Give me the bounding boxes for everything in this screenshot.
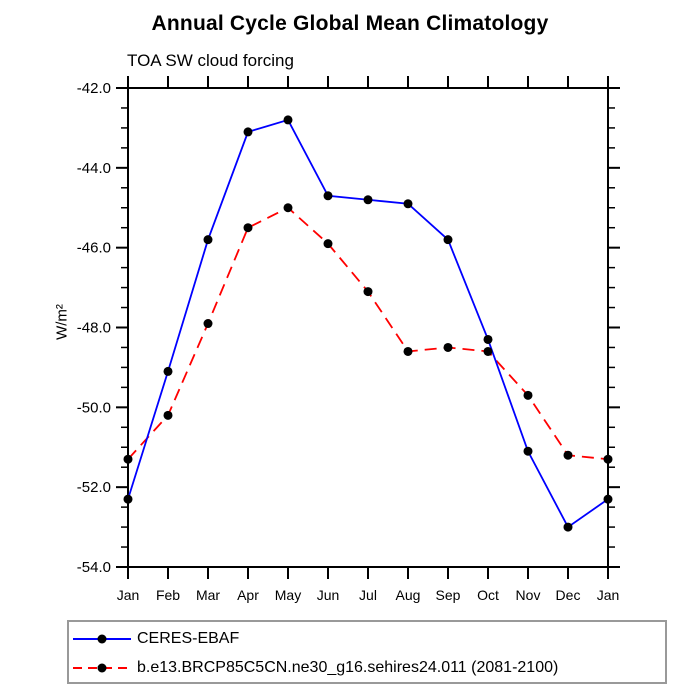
svg-text:Jul: Jul <box>359 587 377 603</box>
svg-text:Dec: Dec <box>556 587 581 603</box>
legend-entry-ceres: CERES-EBAF <box>69 624 665 653</box>
legend-line-sample-dashed <box>73 663 131 672</box>
legend-label-ceres: CERES-EBAF <box>137 629 240 647</box>
svg-text:Jan: Jan <box>597 587 620 603</box>
legend-line-sample-solid <box>73 634 131 643</box>
svg-text:-44.0: -44.0 <box>77 160 111 177</box>
chart-title: Annual Cycle Global Mean Climatology <box>151 12 549 35</box>
svg-text:Jan: Jan <box>117 587 140 603</box>
svg-text:-50.0: -50.0 <box>77 399 111 416</box>
svg-text:Sep: Sep <box>436 587 461 603</box>
plot-area: Jan Feb Mar Apr May Jun Jul Aug Sep Oct Nov Dec Jan-… <box>77 76 620 603</box>
svg-text:Nov: Nov <box>516 587 541 603</box>
legend-box: CERES-EBAF b.e13.BRCP85C5CN.ne30_g16.seh… <box>67 620 667 684</box>
legend-label-model: b.e13.BRCP85C5CN.ne30_g16.sehires24.011 … <box>137 658 559 676</box>
svg-text:Oct: Oct <box>477 587 499 603</box>
svg-text:Feb: Feb <box>156 587 180 603</box>
chart-subtitle: TOA SW cloud forcing <box>127 51 294 70</box>
svg-text:May: May <box>275 587 301 603</box>
svg-text:Aug: Aug <box>396 587 421 603</box>
svg-text:-54.0: -54.0 <box>77 559 111 576</box>
legend-entry-model: b.e13.BRCP85C5CN.ne30_g16.sehires24.011 … <box>69 653 665 682</box>
svg-text:Jun: Jun <box>317 587 340 603</box>
svg-text:-42.0: -42.0 <box>77 80 111 97</box>
svg-text:-48.0: -48.0 <box>77 320 111 337</box>
svg-text:-52.0: -52.0 <box>77 479 111 496</box>
svg-text:-46.0: -46.0 <box>77 240 111 257</box>
svg-text:Mar: Mar <box>196 587 220 603</box>
svg-text:Apr: Apr <box>237 587 259 603</box>
